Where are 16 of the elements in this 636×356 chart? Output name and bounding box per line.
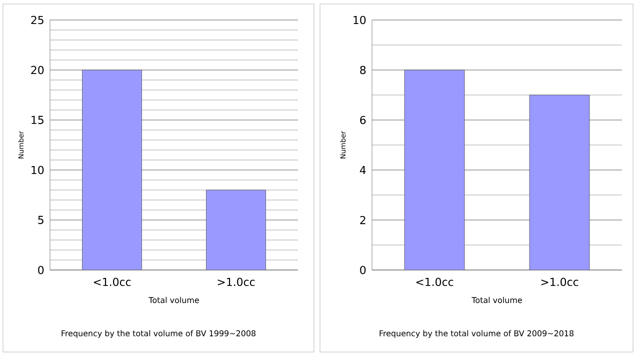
y-tick-label: 2	[360, 216, 366, 224]
y-tick-label: 15	[32, 116, 44, 124]
y-tick-label: 10	[32, 166, 44, 174]
y-tick-label: 8	[360, 66, 366, 74]
x-tick-label: >1.0cc	[218, 278, 255, 286]
y-tick-label: 4	[360, 166, 366, 174]
y-tick-label: 0	[360, 266, 366, 274]
y-tick-label: 10	[354, 16, 366, 24]
y-tick-label: 5	[38, 216, 44, 224]
y-tick-label: 0	[38, 266, 44, 274]
x-tick-label: >1.0cc	[541, 278, 578, 286]
y-tick-label: 6	[360, 116, 366, 124]
x-tick-label: <1.0cc	[94, 278, 131, 286]
y-tick-label: 25	[31, 16, 44, 24]
x-tick-label: <1.0cc	[416, 278, 454, 286]
y-tick-label: 20	[31, 66, 44, 74]
